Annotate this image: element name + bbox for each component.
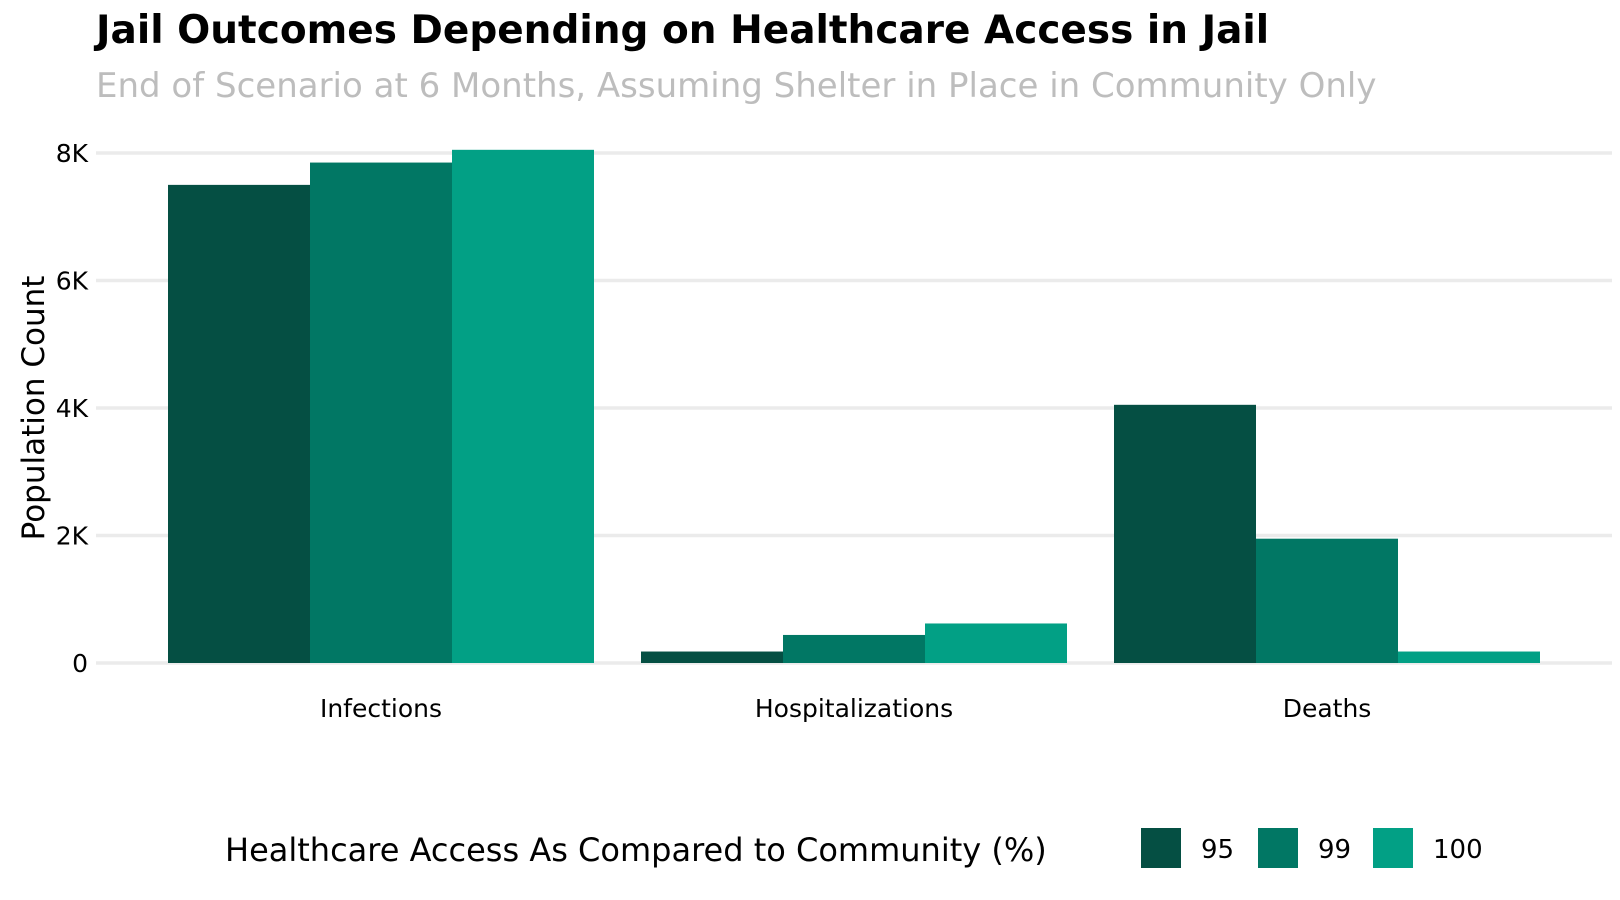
y-tick-label: 6K	[56, 267, 89, 296]
bar-infections-99	[310, 162, 452, 663]
legend-label: 100	[1433, 835, 1483, 865]
legend-label: 99	[1318, 835, 1351, 865]
bar-deaths-100	[1398, 651, 1540, 663]
bar-infections-95	[168, 184, 310, 663]
chart-title: Jail Outcomes Depending on Healthcare Ac…	[96, 8, 1270, 53]
y-axis-label: Population Count	[16, 276, 52, 541]
bar-infections-100	[452, 149, 594, 663]
y-tick-label: 8K	[56, 139, 89, 168]
x-tick-label: Infections	[320, 694, 442, 723]
chart-subtitle: End of Scenario at 6 Months, Assuming Sh…	[96, 66, 1377, 106]
y-tick-label: 4K	[56, 394, 89, 423]
y-axis-ticks: 0 2K 4K 6K 8K	[56, 139, 89, 678]
legend-label: 95	[1201, 835, 1234, 865]
bar-hospitalizations-95	[641, 651, 783, 663]
bar-deaths-99	[1256, 538, 1398, 663]
y-tick-label: 2K	[56, 522, 89, 551]
legend-key-100	[1373, 828, 1413, 868]
bars	[168, 149, 1540, 663]
bar-deaths-95	[1114, 404, 1256, 663]
x-tick-label: Deaths	[1283, 694, 1372, 723]
x-axis-ticks: Infections Hospitalizations Deaths	[320, 694, 1371, 723]
y-tick-label: 0	[72, 649, 88, 678]
x-tick-label: Hospitalizations	[755, 694, 953, 723]
legend-key-99	[1258, 828, 1298, 868]
legend: Healthcare Access As Compared to Communi…	[225, 828, 1483, 869]
bar-hospitalizations-100	[925, 623, 1067, 663]
legend-key-95	[1141, 828, 1181, 868]
bar-hospitalizations-99	[783, 634, 925, 663]
legend-title: Healthcare Access As Compared to Communi…	[225, 831, 1047, 869]
